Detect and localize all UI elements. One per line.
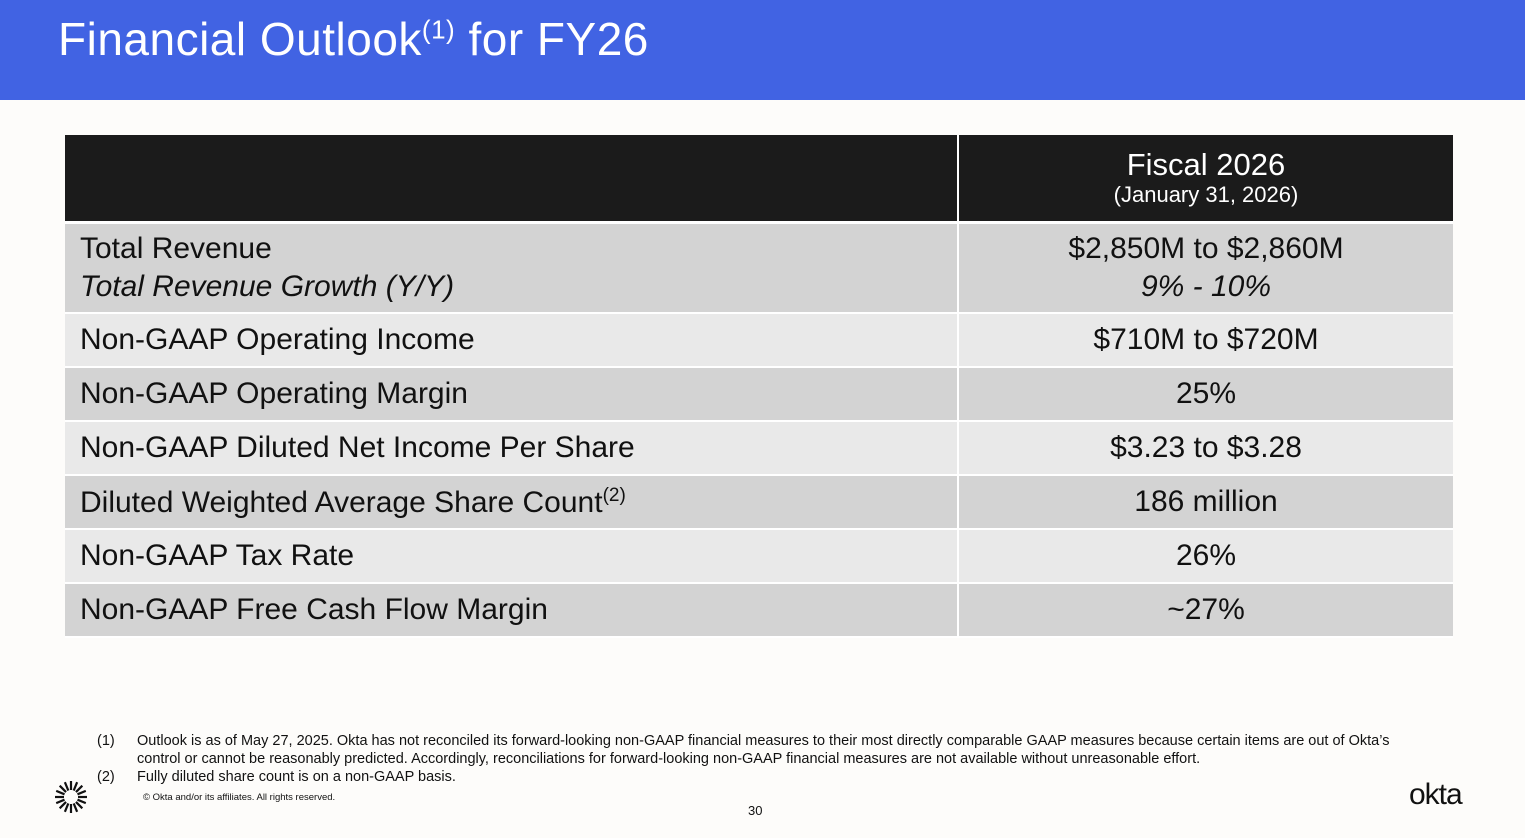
table-row: Total Revenue Total Revenue Growth (Y/Y) … [65,222,1453,314]
okta-sunburst-icon [55,781,87,813]
table-row: Non-GAAP Operating Income $710M to $720M [65,313,1453,368]
okta-logo: okta [1409,778,1463,811]
table-row: Non-GAAP Operating Margin 25% [65,367,1453,422]
footnotes: (1) Outlook is as of May 27, 2025. Okta h… [97,732,1402,786]
title-banner: Financial Outlook(1) for FY26 [0,0,1525,100]
page-title: Financial Outlook(1) for FY26 [58,13,649,65]
table-row: Non-GAAP Free Cash Flow Margin ~27% [65,583,1453,638]
footnote: (2) Fully diluted share count is on a non… [97,769,456,785]
table-row: Diluted Weighted Average Share Count(2) 1… [65,475,1453,530]
copyright: © Okta and/or its affiliates. All rights… [143,792,336,803]
table-header: Fiscal 2026 (January 31, 2026) [65,135,1453,224]
table-row: Non-GAAP Diluted Net Income Per Share $3.… [65,421,1453,476]
page-number: 30 [748,803,763,818]
column-header: Fiscal 2026 (January 31, 2026) [957,135,1453,224]
outlook-table: Fiscal 2026 (January 31, 2026) Total Reve… [65,135,1453,638]
footnote: (1) Outlook is as of May 27, 2025. Okta h… [97,733,1390,767]
table-row: Non-GAAP Tax Rate 26% [65,529,1453,584]
